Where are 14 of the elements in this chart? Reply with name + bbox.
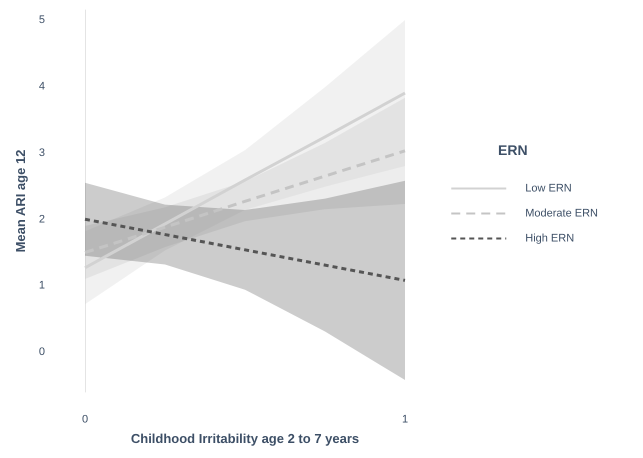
legend-label: High ERN [525,232,574,244]
y-tick-label: 0 [38,346,45,358]
line-series [84,149,406,254]
x-axis-title: Childhood Irritability age 2 to 7 years [130,431,360,446]
y-tick-label: 1 [38,280,45,292]
y-tick-label: 4 [38,80,45,92]
legend-label: Moderate ERN [525,208,598,220]
y-tick-label: 2 [38,213,45,226]
legend-label: Low ERN [525,182,572,194]
y-tick-label: 3 [38,146,45,159]
y-tick-label: 5 [38,14,45,26]
line-series [84,218,406,282]
legend-title: ERN [498,142,528,158]
y-axis-title: Mean ARI age 12 [13,150,28,252]
